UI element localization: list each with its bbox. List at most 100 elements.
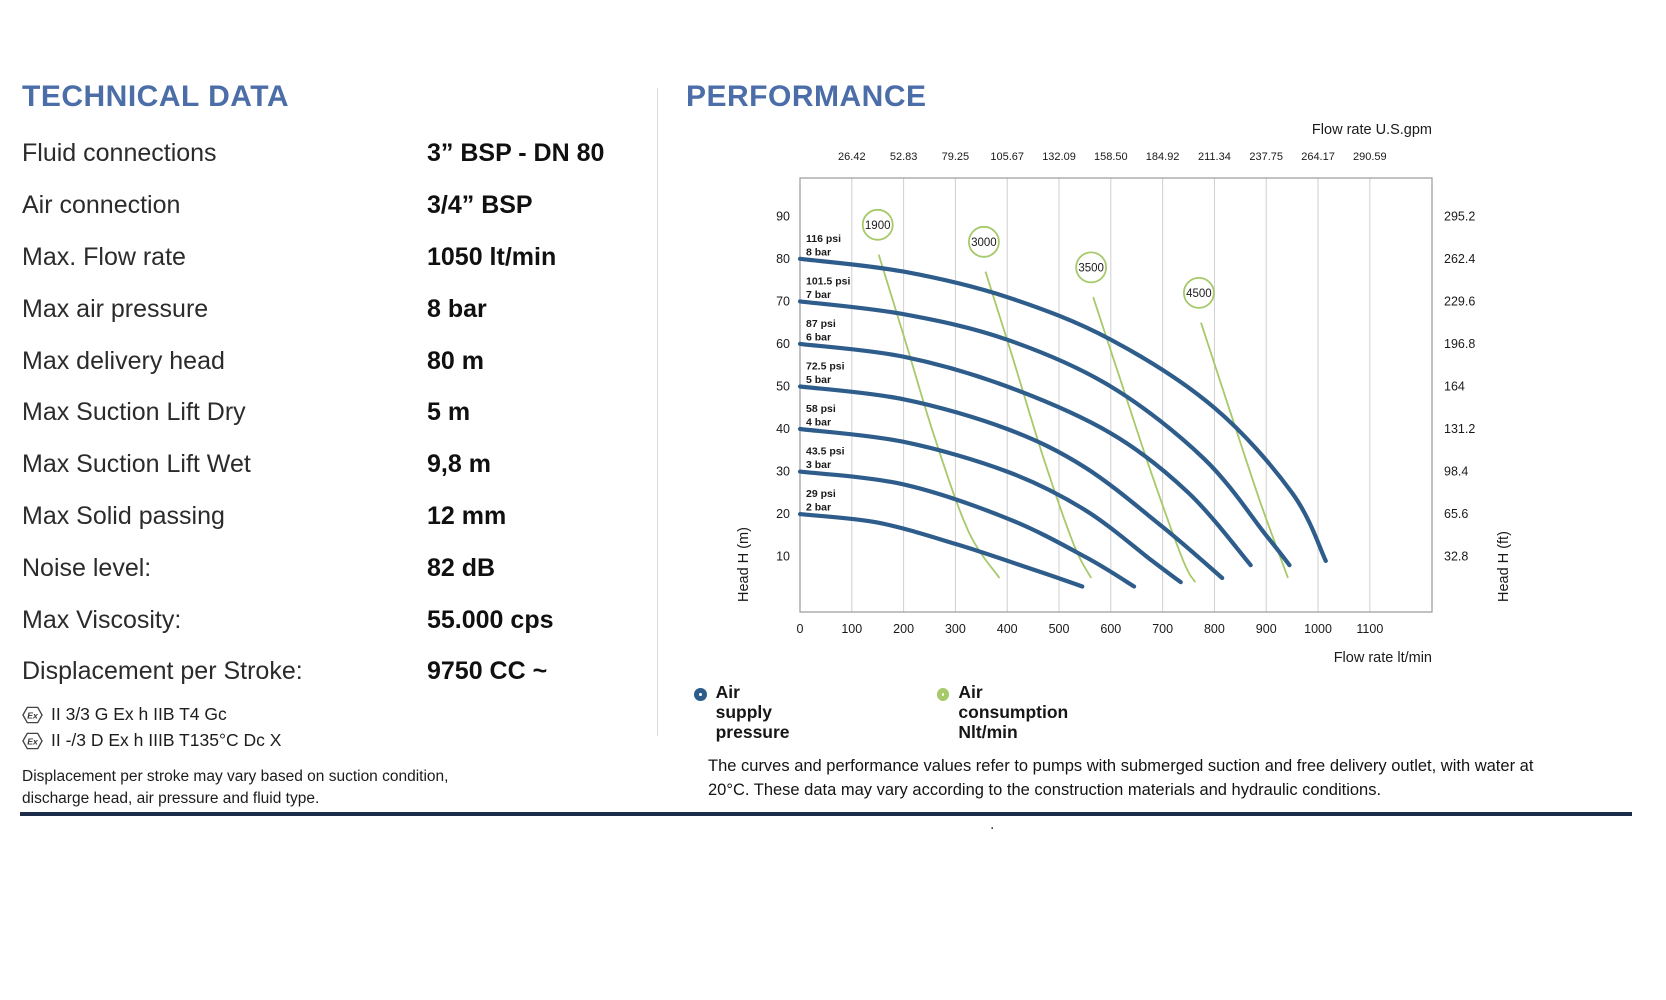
- spec-label: Max Viscosity:: [22, 605, 182, 634]
- bar-label: 7 bar: [806, 289, 831, 301]
- plot-frame: [799, 177, 1433, 613]
- spec-row: Max Viscosity: 55.000 cps: [22, 594, 642, 646]
- atex-line: Ex II 3/3 G Ex h IIB T4 Gc: [22, 702, 642, 728]
- atex-ex-icon: Ex: [22, 732, 43, 750]
- right-tick-label: 229.6: [1444, 294, 1475, 308]
- spec-row: Max Solid passing 12 mm: [22, 491, 642, 543]
- psi-label: 101.5 psi: [806, 275, 850, 287]
- left-tick-label: 70: [776, 294, 790, 308]
- air-consumption-value: 1900: [865, 220, 891, 232]
- spec-row: Fluid connections 3” BSP - DN 80: [22, 128, 642, 180]
- spec-value: 5 m: [427, 398, 471, 427]
- pressure-curve-5bar: [797, 384, 1225, 581]
- top-tick-label: 290.59: [1353, 151, 1387, 163]
- bottom-tick-label: 500: [1049, 622, 1070, 636]
- air-consumption-line-1900: [877, 254, 1001, 579]
- top-tick-label: 132.09: [1042, 151, 1076, 163]
- top-axis-title: Flow rate U.S.gpm: [1312, 122, 1432, 138]
- spec-row: Max Suction Lift Dry 5 m: [22, 387, 642, 439]
- spec-label: Displacement per Stroke:: [22, 657, 303, 686]
- spec-row: Max Suction Lift Wet 9,8 m: [22, 439, 642, 491]
- spec-value: 9,8 m: [427, 450, 491, 479]
- top-tick-label: 264.17: [1301, 151, 1335, 163]
- right-tick-label: 65.6: [1444, 507, 1468, 521]
- legend-label: Air consumption Nlt/min: [958, 682, 1069, 742]
- spec-value: 3/4” BSP: [427, 191, 533, 220]
- spec-row: Air connection 3/4” BSP: [22, 180, 642, 232]
- spec-label: Max Solid passing: [22, 501, 225, 530]
- air-consumption-value: 3000: [971, 237, 997, 249]
- psi-label: 43.5 psi: [806, 446, 845, 458]
- right-tick-label: 262.4: [1444, 252, 1475, 266]
- spec-label: Max air pressure: [22, 294, 209, 323]
- technical-note: Displacement per stroke may vary based o…: [22, 767, 449, 807]
- atex-line: Ex II -/3 D Ex h IIIB T135°C Dc X: [22, 728, 642, 754]
- left-tick-label: 20: [776, 507, 790, 521]
- spec-label: Max. Flow rate: [22, 242, 186, 271]
- bottom-tick-label: 900: [1256, 622, 1277, 636]
- top-tick-label: 211.34: [1198, 151, 1231, 163]
- atex-text: II 3/3 G Ex h IIB T4 Gc: [51, 704, 227, 725]
- pressure-curve-7bar: [797, 299, 1292, 568]
- spec-value: 1050 lt/min: [427, 242, 557, 271]
- legend-air-consumption: Air consumption Nlt/min: [937, 682, 1069, 742]
- psi-label: 87 psi: [806, 318, 836, 330]
- air-consumption-bubble: [968, 225, 1000, 258]
- bottom-tick-label: 1000: [1304, 622, 1332, 636]
- air-consumption-icon: [937, 688, 950, 701]
- air-consumption-line-3500: [1092, 296, 1197, 583]
- technical-data-table: Fluid connections 3” BSP - DN 80 Air con…: [22, 128, 642, 698]
- psi-label: 116 psi: [806, 233, 841, 245]
- bottom-tick-label: 1100: [1356, 622, 1383, 636]
- spec-value: 80 m: [427, 346, 484, 375]
- spec-value: 82 dB: [427, 553, 496, 582]
- svg-text:Ex: Ex: [27, 736, 39, 746]
- bottom-tick-label: 200: [893, 622, 914, 636]
- bar-label: 3 bar: [806, 459, 831, 471]
- bar-label: 2 bar: [806, 502, 831, 514]
- spec-label: Max Suction Lift Wet: [22, 450, 251, 479]
- top-tick-label: 52.83: [890, 151, 918, 163]
- bottom-divider: [20, 812, 1632, 816]
- pressure-curve-8bar: [797, 256, 1328, 563]
- left-tick-label: 50: [776, 379, 790, 393]
- spec-label: Max Suction Lift Dry: [22, 398, 246, 427]
- performance-section: PERFORMANCE Flow rate U.S.gpm 26.42 52.83 7…: [686, 80, 1566, 860]
- top-tick-label: 79.25: [942, 151, 970, 163]
- right-tick-label: 98.4: [1444, 465, 1468, 479]
- spec-value: 3” BSP - DN 80: [427, 139, 605, 168]
- air-consumption-value: 4500: [1186, 288, 1212, 300]
- top-tick-label: 105.67: [990, 151, 1024, 163]
- spec-value: 12 mm: [427, 501, 507, 530]
- bottom-axis-title: Flow rate lt/min: [1334, 650, 1432, 666]
- spec-label: Air connection: [22, 191, 181, 220]
- air-consumption-bubble: [861, 208, 894, 241]
- performance-footnote: The curves and performance values refer …: [708, 757, 1534, 799]
- performance-chart: Flow rate U.S.gpm 26.42 52.83 79.25 105.67 13…: [736, 122, 1512, 666]
- top-tick-label: 26.42: [838, 151, 866, 163]
- air-supply-pressure-icon: [694, 688, 707, 701]
- left-axis-title: Head H (m): [736, 527, 752, 602]
- left-tick-label: 90: [776, 209, 790, 223]
- bottom-tick-label: 100: [841, 622, 862, 636]
- atex-ex-icon: Ex: [22, 706, 43, 724]
- left-tick-label: 80: [776, 252, 790, 266]
- right-tick-label: 196.8: [1444, 337, 1475, 351]
- air-consumption-value: 3500: [1078, 262, 1104, 274]
- spec-label: Max delivery head: [22, 346, 225, 375]
- spec-label: Noise level:: [22, 553, 152, 582]
- spec-row: Max delivery head 80 m: [22, 335, 642, 387]
- atex-text: II -/3 D Ex h IIIB T135°C Dc X: [51, 730, 282, 751]
- top-tick-label: 184.92: [1146, 151, 1180, 163]
- spec-row: Max air pressure 8 bar: [22, 283, 642, 335]
- bottom-tick-label: 700: [1152, 622, 1173, 636]
- right-tick-label: 32.8: [1444, 550, 1468, 564]
- right-tick-label: 295.2: [1444, 209, 1475, 223]
- bar-label: 5 bar: [806, 374, 831, 386]
- right-tick-label: 131.2: [1444, 422, 1475, 436]
- stray-dot: .: [990, 816, 995, 833]
- spec-value: 55.000 cps: [427, 605, 554, 634]
- svg-text:Ex: Ex: [27, 710, 39, 720]
- spec-value: 8 bar: [427, 294, 487, 323]
